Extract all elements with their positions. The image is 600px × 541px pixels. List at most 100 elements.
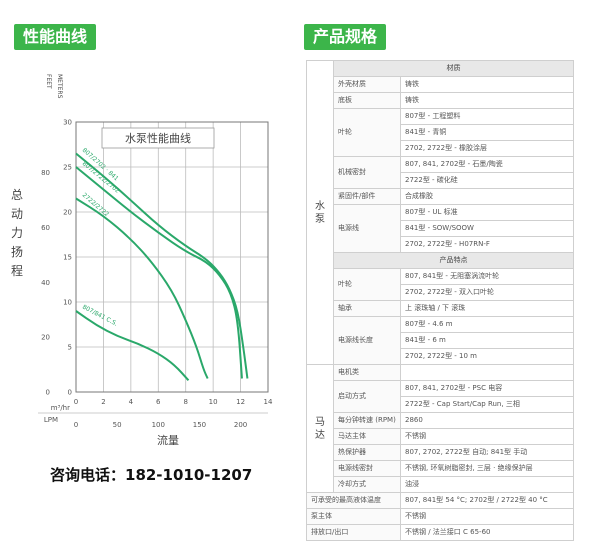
spec-label: 叶轮 <box>333 108 401 157</box>
spec-label: 外壳材质 <box>333 76 401 93</box>
spec-value: 2702, 2722型 - 双入口叶轮 <box>400 284 574 301</box>
spec-value: 上 滚珠轴 / 下 滚珠 <box>400 300 574 317</box>
spec-label: 叶轮 <box>333 268 401 301</box>
spec-value: 2722型 - Cap Start/Cap Run, 三相 <box>400 396 574 413</box>
tick-label-x-m3hr: 0 <box>74 398 78 406</box>
spec-row: 叶轮 807, 841型 - 无阻塞涡流叶轮 <box>307 268 574 301</box>
spec-value: 841型 - SOW/SOOW <box>400 220 574 237</box>
spec-row: 紧固件/部件 合成橡胶 <box>307 188 574 205</box>
contact-phone: 咨询电话：182-1010-1207 <box>50 466 253 484</box>
y-axis-unit-meters: METERS <box>56 74 63 99</box>
spec-value: 841型 - 6 m <box>400 332 574 349</box>
spec-row: 底板 铸铁 <box>307 92 574 109</box>
tick-label-x-m3hr: 14 <box>264 398 273 406</box>
spec-value: 2722型 - 碳化硅 <box>400 172 574 189</box>
spec-label: 电源线长度 <box>333 316 401 365</box>
spec-footer-label: 排放口/出口 <box>306 524 401 541</box>
spec-value: 合成橡胶 <box>400 188 574 205</box>
spec-value: 807, 841, 2702型 - PSC 电容 <box>400 380 574 397</box>
spec-value: 2702, 2722型 - 10 m <box>400 348 574 365</box>
series-curve-2 <box>75 197 209 379</box>
y-axis-unit-feet: FEET <box>45 74 52 89</box>
spec-label: 机械密封 <box>333 156 401 189</box>
spec-section-header: 材质 <box>333 60 574 77</box>
spec-value: 807, 2702, 2722型 自动; 841型 手动 <box>400 444 574 461</box>
spec-label: 电机类 <box>333 364 401 381</box>
spec-section-header: 产品特点 <box>333 252 574 269</box>
tick-label-x-m3hr: 12 <box>236 398 245 406</box>
tick-label-x-lpm: 100 <box>152 421 165 429</box>
spec-footer-value: 不锈钢 / 法兰接口 C 65-60 <box>400 524 574 541</box>
spec-row: 机械密封 807, 841, 2702型 - 石墨/陶瓷 <box>307 156 574 189</box>
spec-label: 电源线 <box>333 204 401 253</box>
spec-value: 铸铁 <box>400 76 574 93</box>
tick-label-y-feet: 20 <box>41 334 50 342</box>
chart-title: 水泵性能曲线 <box>125 131 191 145</box>
spec-label: 电源线密封 <box>333 460 401 477</box>
spec-value: 841型 - 青铜 <box>400 124 574 141</box>
tick-label-y-feet: 60 <box>41 224 50 232</box>
spec-row: 外壳材质 铸铁 <box>307 76 574 93</box>
spec-footer-row: 泵主体 不锈钢 <box>306 508 574 525</box>
spec-table: 水泵 材质 外壳材质 铸铁 底板 铸铁 叶轮 807型 - 工程塑料 841型 - 青铜 2702… <box>306 60 574 541</box>
tick-label-x-m3hr: 10 <box>209 398 218 406</box>
spec-value: 807型 - 4.6 m <box>400 316 574 333</box>
performance-curve-tag: 性能曲线 <box>14 24 97 50</box>
tick-label-y-feet: 0 <box>46 389 50 397</box>
spec-row: 启动方式 807, 841, 2702型 - PSC 电容 <box>307 380 574 413</box>
spec-value: 807型 - 工程塑料 <box>400 108 574 125</box>
spec-label: 轴承 <box>333 300 401 317</box>
y-axis-title: 总动力扬程 <box>10 188 23 278</box>
spec-row: 轴承上 滚珠轴 / 下 滚珠 <box>307 300 574 317</box>
plot-frame <box>75 121 269 393</box>
x-unit-m3hr: m³/hr <box>51 404 70 412</box>
spec-row: 马达 电机类 <box>306 364 574 493</box>
x-unit-lpm: LPM <box>44 416 58 424</box>
spec-label: 冷却方式 <box>333 476 401 493</box>
x-axis-title: 流量 <box>157 433 179 447</box>
tick-label-y-meters: 20 <box>63 209 72 217</box>
spec-label: 紧固件/部件 <box>333 188 401 205</box>
tick-label-x-lpm: 200 <box>234 421 247 429</box>
spec-group-pump: 水泵 <box>306 60 334 365</box>
series-label-3: 807/841 C.S. <box>81 304 119 328</box>
tick-label-y-meters: 30 <box>63 119 72 127</box>
tick-label-y-meters: 25 <box>63 164 72 172</box>
tick-label-x-m3hr: 4 <box>129 398 134 406</box>
spec-footer-label: 泵主体 <box>306 508 401 525</box>
spec-value: 807型 - UL 标准 <box>400 204 574 221</box>
spec-value: 807, 841型 - 无阻塞涡流叶轮 <box>400 268 574 285</box>
tick-label-x-lpm: 150 <box>193 421 206 429</box>
spec-label: 底板 <box>333 92 401 109</box>
tick-label-x-m3hr: 2 <box>101 398 105 406</box>
tick-label-x-m3hr: 8 <box>183 398 187 406</box>
tick-label-x-m3hr: 6 <box>156 398 161 406</box>
pump-performance-chart: 水泵性能曲线 0 5 10 15 20 25 30 0 20 40 60 80 0 2 4 6 8 10 12 14 0 5… <box>38 119 273 447</box>
spec-group-motor: 马达 <box>306 364 334 493</box>
spec-value: 2702, 2722型 - 橡胶涂层 <box>400 140 574 157</box>
tick-label-y-meters: 0 <box>68 389 72 397</box>
spec-row: 热保护器 807, 2702, 2722型 自动; 841型 手动 <box>307 444 574 461</box>
tick-label-x-lpm: 0 <box>74 421 78 429</box>
spec-label: 启动方式 <box>333 380 401 413</box>
spec-value: 油浸 <box>400 476 574 493</box>
spec-row: 电源线 807型 - UL 标准 <box>307 204 574 253</box>
spec-row: 电源线长度 807型 - 4.6 m <box>307 316 574 365</box>
tick-label-x-lpm: 50 <box>113 421 122 429</box>
spec-row: 电源线密封 不锈钢, 环氧树脂密封, 三层 · 绝缘保护层 <box>307 460 574 477</box>
spec-label: 马达主体 <box>333 428 401 445</box>
spec-footer-value: 不锈钢 <box>400 508 574 525</box>
spec-value: 2702, 2722型 - H07RN-F <box>400 236 574 253</box>
spec-section-row: 产品特点 <box>307 252 574 269</box>
spec-footer-value: 807, 841型 54 °C; 2702型 / 2722型 40 °C <box>400 492 574 509</box>
spec-row: 马达主体 不锈钢 <box>307 428 574 445</box>
spec-value: 807, 841, 2702型 - 石墨/陶瓷 <box>400 156 574 173</box>
chart-title-box <box>101 127 215 149</box>
spec-value: 不锈钢 <box>400 428 574 445</box>
tick-label-y-meters: 10 <box>63 299 72 307</box>
spec-value: 铸铁 <box>400 92 574 109</box>
spec-row: 叶轮 807型 - 工程塑料 <box>307 108 574 157</box>
spec-section-row: 水泵 材质 <box>306 60 574 365</box>
tick-label-y-feet: 40 <box>41 279 50 287</box>
tick-label-y-meters: 15 <box>63 254 72 262</box>
